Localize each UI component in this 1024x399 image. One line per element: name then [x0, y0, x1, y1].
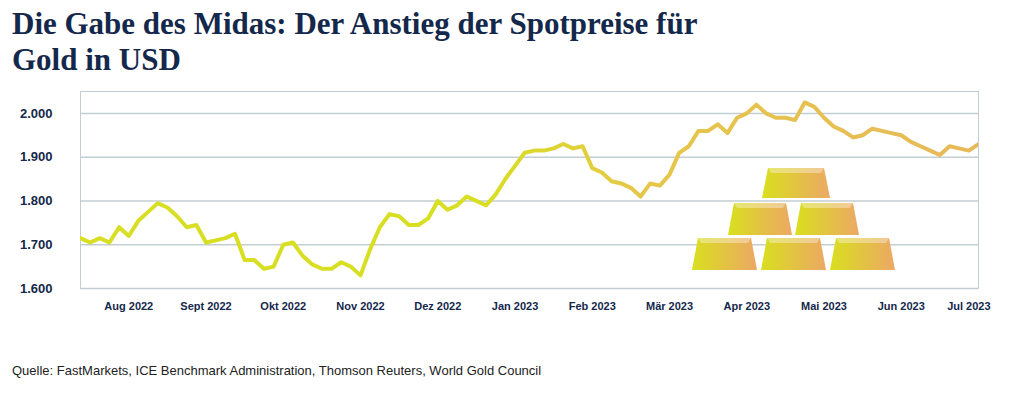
- svg-text:2.000: 2.000: [20, 106, 53, 121]
- svg-text:Mai 2023: Mai 2023: [801, 300, 847, 312]
- svg-text:Aug 2022: Aug 2022: [104, 300, 153, 312]
- svg-text:Jan 2023: Jan 2023: [492, 300, 538, 312]
- svg-text:1.800: 1.800: [20, 193, 53, 208]
- svg-text:1.600: 1.600: [20, 281, 53, 296]
- svg-text:1.700: 1.700: [20, 237, 53, 252]
- svg-text:Sept 2022: Sept 2022: [180, 300, 231, 312]
- html-text:Die Gabe des Midas: Der Anstie: Die Gabe des Midas: Der Anstieg der Spot…: [12, 6, 697, 77]
- svg-text:Feb 2023: Feb 2023: [569, 300, 616, 312]
- svg-text:Apr 2023: Apr 2023: [724, 300, 770, 312]
- svg-text:Mär 2023: Mär 2023: [646, 300, 693, 312]
- svg-text:Nov 2022: Nov 2022: [336, 300, 384, 312]
- svg-text:Dez 2022: Dez 2022: [414, 300, 461, 312]
- svg-text:Jul 2023: Jul 2023: [947, 300, 990, 312]
- svg-text:1.900: 1.900: [20, 149, 53, 164]
- svg-text:Jun 2023: Jun 2023: [878, 300, 925, 312]
- html-text:Quelle: FastMarkets, ICE Bench: Quelle: FastMarkets, ICE Benchmark Admin…: [12, 363, 542, 378]
- svg-text:Okt 2022: Okt 2022: [260, 300, 306, 312]
